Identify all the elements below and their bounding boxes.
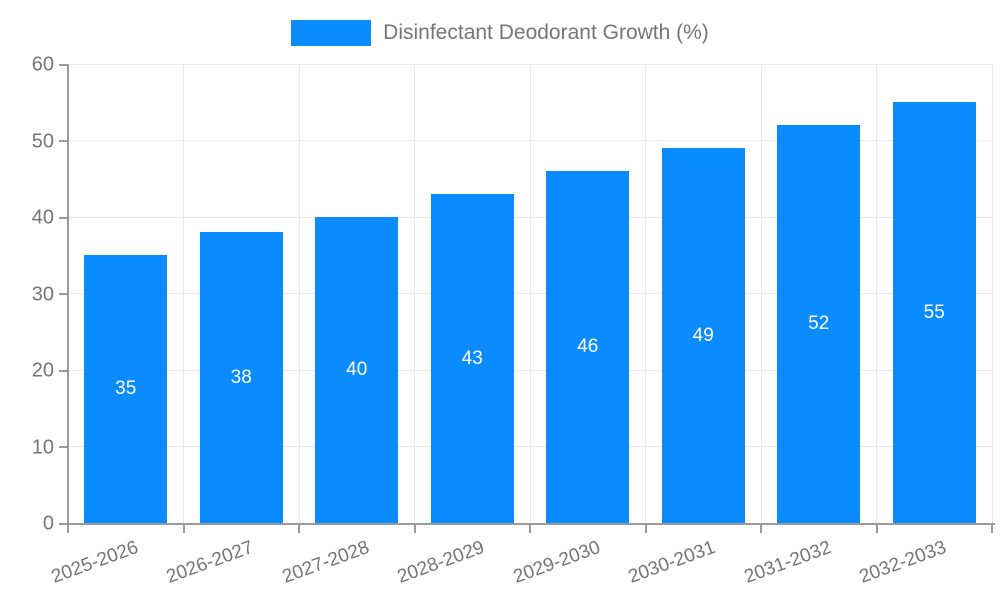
- bar-value-label: 55: [923, 301, 945, 323]
- bar: [84, 255, 168, 523]
- y-tick-label: 0: [42, 512, 54, 535]
- x-tick-label: 2026-2027: [163, 537, 257, 588]
- bar-value-label: 46: [577, 336, 599, 358]
- x-gridline: [298, 64, 300, 523]
- x-gridline: [529, 64, 531, 523]
- x-tick-label: 2029-2030: [510, 537, 603, 588]
- bar: [892, 102, 976, 523]
- x-tick-label: 2030-2031: [625, 537, 719, 588]
- legend-item[interactable]: Disinfectant Deodorant Growth (%): [291, 20, 709, 46]
- bar: [315, 217, 399, 523]
- x-tick-label: 2028-2029: [394, 537, 488, 588]
- y-tick-label: 60: [31, 53, 54, 76]
- x-tick-label: 2025-2026: [48, 537, 141, 588]
- x-tick-mark: [991, 525, 993, 533]
- x-gridline: [183, 64, 184, 523]
- legend-series-label: Disinfectant Deodorant Growth (%): [383, 21, 709, 44]
- bar: [661, 148, 745, 523]
- y-tick-label: 20: [31, 359, 54, 382]
- y-tick-mark: [59, 369, 67, 372]
- y-tick-mark: [59, 63, 67, 66]
- x-tick-mark: [644, 525, 647, 533]
- chart-legend: Disinfectant Deodorant Growth (%): [0, 19, 1000, 47]
- bar: [546, 171, 630, 523]
- x-tick-mark: [760, 525, 762, 533]
- bar: [430, 194, 514, 523]
- x-gridline: [876, 64, 877, 523]
- bar-value-label: 38: [230, 366, 252, 388]
- y-tick-mark: [59, 140, 67, 142]
- bar-value-label: 49: [692, 324, 714, 346]
- y-tick-label: 40: [31, 206, 54, 229]
- x-axis-line: [67, 523, 995, 525]
- y-tick-mark: [59, 216, 67, 219]
- x-tick-mark: [529, 525, 531, 533]
- x-tick-mark: [182, 525, 185, 533]
- x-gridline: [645, 64, 646, 523]
- x-tick-label: 2031-2032: [741, 537, 834, 588]
- bar-value-label: 35: [115, 378, 137, 400]
- bar: [777, 125, 861, 523]
- y-tick-mark: [59, 446, 67, 448]
- x-tick-mark: [875, 525, 878, 533]
- x-tick-mark: [413, 525, 416, 533]
- y-tick-label: 30: [31, 283, 54, 305]
- x-tick-mark: [67, 525, 69, 533]
- x-gridline: [414, 64, 415, 523]
- y-tick-mark: [59, 293, 67, 295]
- bar-value-label: 40: [346, 359, 368, 380]
- x-gridline: [991, 64, 993, 523]
- y-tick-label: 50: [31, 130, 54, 152]
- bar-value-label: 52: [808, 313, 830, 335]
- x-tick-label: 2027-2028: [279, 537, 372, 588]
- bar: [199, 232, 283, 523]
- x-gridline: [760, 64, 762, 523]
- legend-color-swatch: [291, 20, 372, 46]
- x-tick-label: 2032-2033: [856, 537, 950, 588]
- y-axis-line: [67, 64, 69, 525]
- bar-value-label: 43: [461, 347, 483, 369]
- x-tick-mark: [298, 525, 300, 533]
- y-tick-label: 10: [31, 436, 54, 458]
- y-tick-mark: [59, 522, 67, 525]
